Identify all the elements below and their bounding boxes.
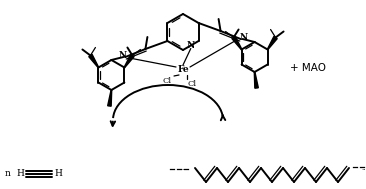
Polygon shape xyxy=(254,72,258,88)
Text: ..: .. xyxy=(361,165,365,171)
Text: N: N xyxy=(239,33,248,43)
Text: ..: .. xyxy=(181,165,185,171)
Text: Cl: Cl xyxy=(163,77,172,85)
Polygon shape xyxy=(89,54,99,68)
Text: H: H xyxy=(16,170,24,178)
Text: N: N xyxy=(187,41,195,50)
Text: N: N xyxy=(118,51,127,60)
Polygon shape xyxy=(108,90,112,106)
Text: + MAO: + MAO xyxy=(290,63,326,73)
Text: n: n xyxy=(5,170,11,178)
Polygon shape xyxy=(267,36,277,50)
Text: Cl: Cl xyxy=(187,80,197,88)
Text: Fe: Fe xyxy=(177,66,189,74)
Polygon shape xyxy=(232,36,242,50)
Text: H: H xyxy=(54,170,62,178)
Polygon shape xyxy=(124,54,134,68)
